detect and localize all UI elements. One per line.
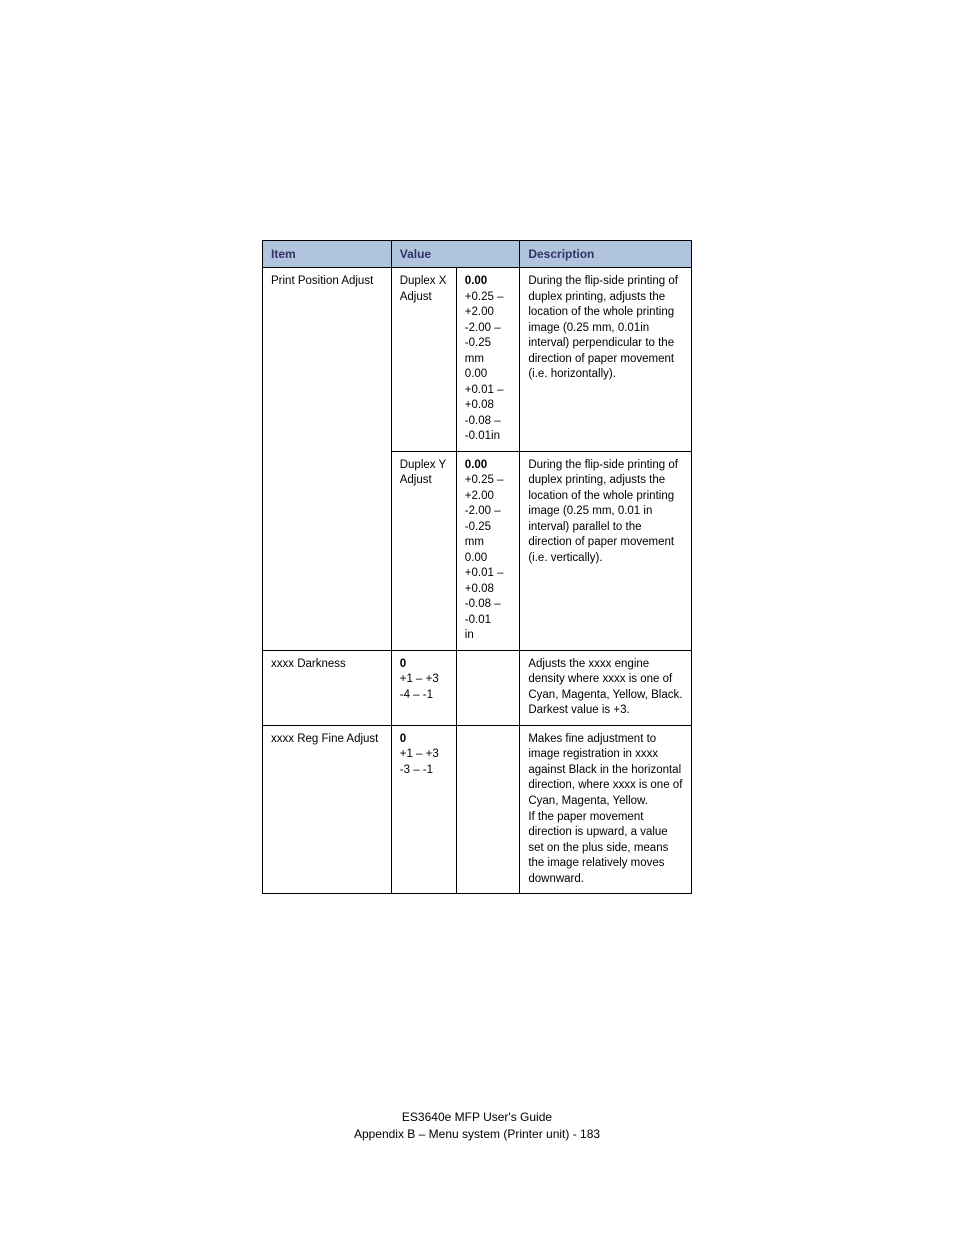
value-rest: +0.25 – +2.00 -2.00 – -0.25 mm 0.00 +0.0… (465, 474, 504, 641)
table-header-row: Item Value Description (263, 241, 692, 268)
table-row: xxxx Darkness 0 +1 – +3 -4 – -1 Adjusts t… (263, 650, 692, 725)
value-bold: 0 (400, 658, 406, 670)
cell-description: During the flip-side printing of duplex … (520, 451, 692, 650)
value-rest: +0.25 – +2.00 -2.00 – -0.25 mm 0.00 +0.0… (465, 291, 504, 443)
header-description: Description (520, 241, 692, 268)
cell-item: xxxx Reg Fine Adjust (263, 725, 392, 893)
value-bold: 0 (400, 733, 406, 745)
header-value: Value (391, 241, 520, 268)
footer-line2: Appendix B – Menu system (Printer unit) … (354, 1127, 600, 1141)
footer-line1: ES3640e MFP User's Guide (402, 1110, 552, 1124)
table-row: Print Position Adjust Duplex X Adjust 0.… (263, 268, 692, 452)
table-row: xxxx Reg Fine Adjust 0 +1 – +3 -3 – -1 Ma… (263, 725, 692, 893)
cell-value: 0 +1 – +3 -4 – -1 (391, 650, 456, 725)
settings-table: Item Value Description Print Position Ad… (262, 240, 692, 894)
cell-value: 0.00 +0.25 – +2.00 -2.00 – -0.25 mm 0.00 … (456, 451, 520, 650)
cell-description: Adjusts the xxxx engine density where xx… (520, 650, 692, 725)
cell-item: Print Position Adjust (263, 268, 392, 651)
cell-description: During the flip-side printing of duplex … (520, 268, 692, 452)
cell-value: 0.00 +0.25 – +2.00 -2.00 – -0.25 mm 0.00 … (456, 268, 520, 452)
cell-sublabel: Duplex Y Adjust (391, 451, 456, 650)
cell-empty (456, 650, 520, 725)
cell-empty (456, 725, 520, 893)
cell-value: 0 +1 – +3 -3 – -1 (391, 725, 456, 893)
value-rest: +1 – +3 -4 – -1 (400, 673, 439, 701)
value-bold: 0.00 (465, 275, 487, 287)
page-footer: ES3640e MFP User's Guide Appendix B – Me… (0, 1109, 954, 1143)
cell-description: Makes fine adjustment to image registrat… (520, 725, 692, 893)
value-bold: 0.00 (465, 459, 487, 471)
cell-sublabel: Duplex X Adjust (391, 268, 456, 452)
cell-item: xxxx Darkness (263, 650, 392, 725)
header-item: Item (263, 241, 392, 268)
value-rest: +1 – +3 -3 – -1 (400, 748, 439, 776)
